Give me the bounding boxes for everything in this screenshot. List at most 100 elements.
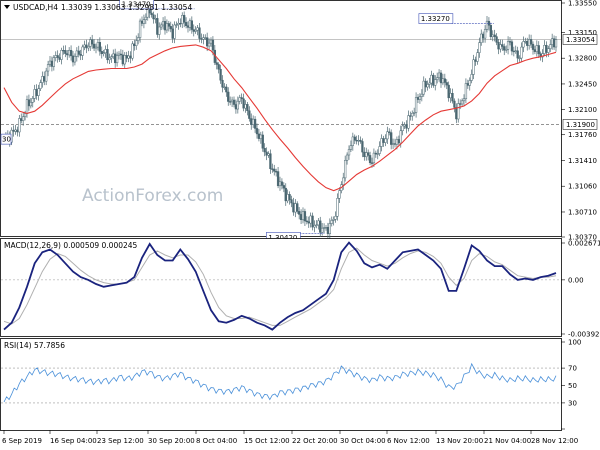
candle-body	[535, 45, 538, 52]
candle-body	[386, 131, 389, 140]
collapse-arrow-icon[interactable]	[4, 5, 10, 9]
candle-body	[439, 72, 443, 84]
candle-body	[75, 50, 78, 57]
candle-body	[196, 27, 199, 31]
candle-body	[528, 39, 531, 46]
candle-body	[453, 100, 456, 108]
rsi-line	[3, 362, 557, 403]
candle-body	[179, 22, 182, 25]
candle-body	[478, 42, 481, 53]
candle-body	[413, 112, 416, 114]
candle-body	[296, 203, 299, 212]
current-price-tag-box	[562, 34, 598, 45]
candle-body	[140, 20, 144, 24]
moving-average-line	[3, 44, 557, 192]
candle-body	[505, 49, 508, 51]
candle-body	[171, 28, 174, 39]
candle-body	[156, 18, 159, 35]
candle-body	[240, 97, 243, 100]
candle-body	[526, 40, 529, 46]
annotation-label: 1.33470	[122, 0, 151, 8]
candle-body	[330, 220, 333, 224]
candle-body	[516, 50, 519, 59]
candle-body	[319, 220, 322, 233]
candle-body	[225, 86, 228, 93]
annotation-label: 1.30420	[268, 234, 297, 242]
candle-body	[100, 51, 103, 54]
candle-body	[252, 118, 255, 125]
candle-body	[428, 82, 431, 85]
candle-body	[457, 103, 460, 120]
price-tick-label: 1.31060	[568, 183, 597, 191]
price-tick-label: 1.33550	[568, 0, 597, 8]
candle-body	[307, 221, 310, 224]
candle-body	[338, 190, 341, 199]
watermark: ActionForex.com	[82, 186, 223, 206]
x-tick-label: 30 Oct 04:00	[340, 437, 386, 445]
candle-body	[551, 38, 554, 45]
candle-body	[292, 202, 295, 213]
candle-body	[110, 56, 113, 59]
candle-body	[455, 107, 458, 120]
x-tick-label: 6 Sep 2019	[2, 437, 42, 445]
candle-body	[501, 44, 504, 47]
rsi-panel-title: RSI(14) 57.7856	[4, 341, 65, 350]
candle-body	[152, 14, 155, 20]
candle-body	[138, 20, 142, 38]
candle-body	[177, 22, 180, 25]
candle-body	[125, 55, 128, 59]
candle-body	[468, 80, 471, 86]
candle-body	[33, 89, 36, 99]
candle-body	[407, 115, 410, 129]
candle-body	[121, 54, 124, 65]
candle-body	[399, 130, 402, 144]
candle-body	[188, 20, 192, 28]
candle-body	[115, 55, 119, 64]
candle-body	[288, 194, 291, 200]
candle-body	[217, 64, 220, 70]
x-tick-label: 30 Sep 20:00	[148, 437, 195, 445]
candle-body	[390, 132, 393, 145]
candle-body	[43, 76, 46, 82]
candle-body	[436, 77, 439, 80]
candle-body	[257, 133, 261, 139]
x-tick-label: 8 Oct 04:00	[196, 437, 237, 445]
candle-body	[321, 227, 324, 233]
candle-body	[518, 57, 521, 60]
candle-body	[142, 19, 146, 24]
candle-body	[298, 211, 301, 215]
candle-body	[476, 52, 479, 62]
x-tick-label: 22 Oct 20:00	[292, 437, 338, 445]
candle-body	[391, 143, 395, 145]
annotation-label: 1.33270	[421, 15, 450, 23]
candle-body	[18, 118, 21, 133]
candle-body	[401, 125, 404, 132]
candle-body	[20, 118, 23, 121]
candle-body	[445, 82, 448, 86]
candle-body	[324, 227, 328, 229]
candle-body	[299, 214, 303, 221]
candle-body	[311, 215, 314, 228]
x-axis: 6 Sep 2019 16 Sep 04:00 23 Sep 12:00 30 Sep…	[2, 430, 578, 445]
candle-body	[137, 37, 140, 41]
candle-body	[265, 151, 268, 156]
candle-body	[206, 37, 209, 47]
rsi-panel: 100 70 50 30 RSI(14) 57.7856	[0, 338, 581, 431]
candle-body	[357, 139, 360, 142]
candle-body	[554, 39, 558, 48]
candle-body	[414, 97, 418, 113]
candle-body	[85, 44, 88, 49]
candle-body	[119, 53, 123, 56]
candle-body	[305, 220, 308, 222]
macd-panel-title: MACD(12,26,9) 0.000509 0.000245	[4, 241, 138, 250]
price-tick-label: 1.31410	[568, 157, 597, 165]
candle-body	[150, 12, 153, 16]
candle-body	[529, 39, 533, 45]
candle-body	[460, 100, 464, 105]
candle-body	[549, 44, 552, 49]
current-price-tag: 1.33054	[566, 36, 595, 44]
candle-body	[380, 138, 383, 147]
candle-body	[46, 64, 50, 72]
candle-body	[365, 152, 368, 158]
